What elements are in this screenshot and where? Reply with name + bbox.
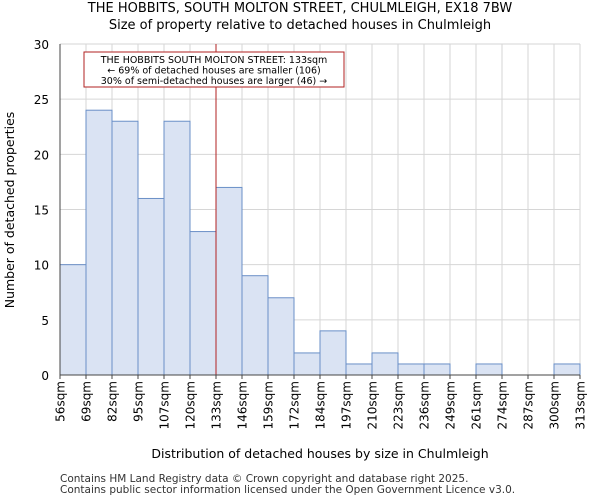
bar [293,352,321,376]
bar [137,197,165,376]
bar [267,297,295,376]
x-tick-label: 82sqm [106,381,120,422]
x-tick-label: 261sqm [470,381,484,429]
annotation-group: THE HOBBITS SOUTH MOLTON STREET: 133sqm←… [83,51,345,88]
bar [371,352,399,376]
bar [319,330,347,376]
bar [475,363,503,376]
annotation-line: 30% of semi-detached houses are larger (… [101,76,328,87]
bars [59,109,581,376]
x-tick-label: 107sqm [158,381,172,429]
x-tick-label: 274sqm [496,381,510,429]
x-tick-label: 159sqm [262,381,276,429]
bar [59,264,87,376]
y-axis-label: Number of detached properties [2,112,17,309]
footer-line-2: Contains public sector information licen… [60,484,516,496]
x-tick-label: 69sqm [80,381,94,422]
bar [423,363,451,376]
bar [553,363,581,376]
x-tick-label: 287sqm [522,381,536,429]
x-tick-label: 172sqm [288,381,302,429]
y-tick-label: 25 [34,93,49,107]
x-tick-label: 197sqm [340,381,354,429]
chart-subtitle: Size of property relative to detached ho… [108,18,492,33]
x-tick-label: 184sqm [314,381,328,429]
x-tick-label: 249sqm [444,381,458,429]
x-tick-label: 120sqm [184,381,198,429]
x-tick-label: 95sqm [132,381,146,422]
x-tick-label: 313sqm [574,381,588,429]
bar [215,186,243,376]
bar [85,109,113,376]
y-tick-label: 10 [34,259,49,273]
x-tick-label: 223sqm [392,381,406,429]
chart-title: THE HOBBITS, SOUTH MOLTON STREET, CHULML… [87,1,513,16]
x-axis-label: Distribution of detached houses by size … [151,446,488,461]
x-tick-label: 146sqm [236,381,250,429]
y-tick-label: 15 [34,204,49,218]
y-tick-label: 5 [41,314,49,328]
bar [189,231,217,376]
x-tick-label: 133sqm [210,381,224,429]
x-tick-label: 300sqm [548,381,562,429]
bar [397,363,425,376]
annotation-box [83,51,345,88]
footer-line-1: Contains HM Land Registry data © Crown c… [60,473,469,485]
axes: 0 5 10 15 20 25 30 56sqm 69sqm 82sqm 95sqm 107sqm 12… [34,38,588,429]
annotation-line: THE HOBBITS SOUTH MOLTON STREET: 133sqm [100,55,328,66]
annotation-line: ← 69% of detached houses are smaller (10… [107,66,320,77]
y-tick-label: 0 [41,369,49,383]
x-tick-label: 236sqm [418,381,432,429]
bar [345,363,373,376]
y-tick-label: 20 [34,148,49,162]
y-tick-label: 30 [34,38,49,52]
bar [241,275,269,376]
bar [163,120,191,376]
x-tick-label: 210sqm [366,381,380,429]
x-tick-label: 56sqm [54,381,68,422]
bar [111,120,139,376]
